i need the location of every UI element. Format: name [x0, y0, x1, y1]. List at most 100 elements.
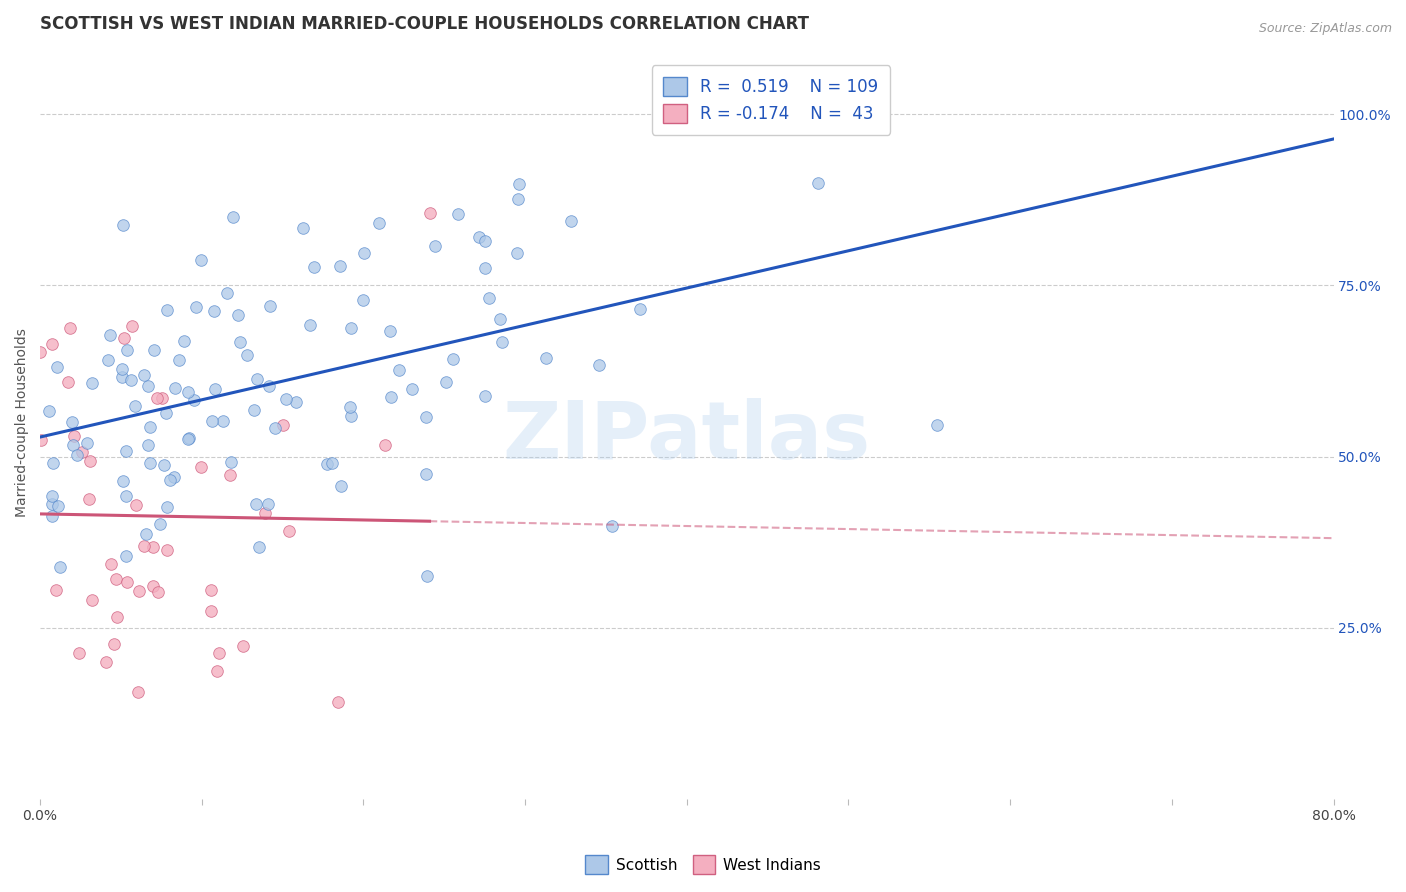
- Point: [125, 499, 148, 513]
- Point: [120, 373, 142, 387]
- Point: [588, 359, 610, 373]
- Point: [246, 372, 269, 386]
- Point: [415, 467, 437, 481]
- Point: [105, 572, 128, 586]
- Point: [474, 261, 496, 276]
- Point: [112, 218, 135, 232]
- Point: [339, 400, 361, 414]
- Point: [143, 343, 166, 357]
- Point: [277, 524, 299, 538]
- Point: [508, 193, 530, 207]
- Point: [478, 291, 501, 305]
- Point: [112, 330, 135, 344]
- Point: [128, 583, 150, 598]
- Point: [245, 497, 267, 511]
- Point: [124, 399, 146, 413]
- Point: [76, 435, 98, 450]
- Point: [415, 410, 437, 425]
- Point: [274, 392, 297, 406]
- Point: [221, 210, 243, 224]
- Point: [321, 456, 343, 470]
- Point: [98, 328, 121, 343]
- Point: [416, 568, 439, 582]
- Point: [46, 499, 69, 513]
- Point: [184, 300, 207, 314]
- Point: [115, 489, 138, 503]
- Point: [418, 206, 440, 220]
- Point: [534, 351, 557, 365]
- Point: [291, 221, 314, 235]
- Point: [204, 382, 226, 396]
- Point: [219, 467, 242, 482]
- Point: [217, 285, 239, 300]
- Point: [167, 352, 190, 367]
- Point: [925, 418, 948, 433]
- Point: [380, 390, 402, 404]
- Point: [208, 646, 231, 660]
- Point: [79, 492, 101, 507]
- Point: [807, 176, 830, 190]
- Point: [263, 421, 285, 435]
- Point: [60, 415, 83, 429]
- Point: [374, 438, 396, 452]
- Point: [488, 312, 510, 326]
- Point: [200, 604, 222, 618]
- Point: [111, 369, 134, 384]
- Point: [115, 443, 138, 458]
- Point: [212, 414, 235, 428]
- Point: [45, 359, 67, 374]
- Y-axis label: Married-couple Households: Married-couple Households: [15, 328, 30, 516]
- Point: [491, 334, 513, 349]
- Point: [247, 540, 270, 554]
- Point: [177, 384, 200, 399]
- Point: [205, 664, 228, 678]
- Point: [100, 557, 122, 571]
- Point: [115, 574, 138, 589]
- Point: [508, 177, 530, 191]
- Point: [271, 418, 294, 433]
- Point: [176, 432, 198, 446]
- Point: [136, 438, 159, 452]
- Point: [201, 414, 224, 428]
- Point: [173, 334, 195, 348]
- Point: [30, 345, 52, 359]
- Point: [41, 508, 63, 523]
- Point: [232, 639, 254, 653]
- Point: [506, 245, 529, 260]
- Point: [132, 368, 155, 382]
- Point: [183, 392, 205, 407]
- Point: [148, 585, 170, 599]
- Point: [235, 348, 257, 362]
- Point: [330, 479, 353, 493]
- Point: [285, 394, 308, 409]
- Point: [111, 474, 134, 488]
- Point: [30, 433, 52, 447]
- Point: [139, 456, 162, 470]
- Legend: R =  0.519    N = 109, R = -0.174    N =  43: R = 0.519 N = 109, R = -0.174 N = 43: [652, 65, 890, 135]
- Point: [243, 402, 266, 417]
- Point: [111, 362, 134, 376]
- Point: [254, 506, 277, 520]
- Text: SCOTTISH VS WEST INDIAN MARRIED-COUPLE HOUSEHOLDS CORRELATION CHART: SCOTTISH VS WEST INDIAN MARRIED-COUPLE H…: [41, 15, 808, 33]
- Point: [256, 497, 278, 511]
- Point: [257, 379, 280, 393]
- Point: [97, 353, 120, 368]
- Point: [72, 444, 94, 458]
- Text: Source: ZipAtlas.com: Source: ZipAtlas.com: [1258, 22, 1392, 36]
- Point: [368, 217, 391, 231]
- Point: [156, 543, 179, 558]
- Point: [259, 299, 281, 313]
- Point: [329, 259, 352, 273]
- Point: [121, 319, 143, 334]
- Point: [190, 253, 212, 268]
- Point: [42, 456, 65, 470]
- Point: [67, 646, 90, 660]
- Point: [441, 351, 464, 366]
- Point: [38, 404, 60, 418]
- Point: [468, 230, 491, 244]
- Point: [150, 391, 173, 405]
- Point: [163, 380, 186, 394]
- Point: [41, 337, 63, 351]
- Point: [229, 335, 252, 350]
- Point: [139, 419, 162, 434]
